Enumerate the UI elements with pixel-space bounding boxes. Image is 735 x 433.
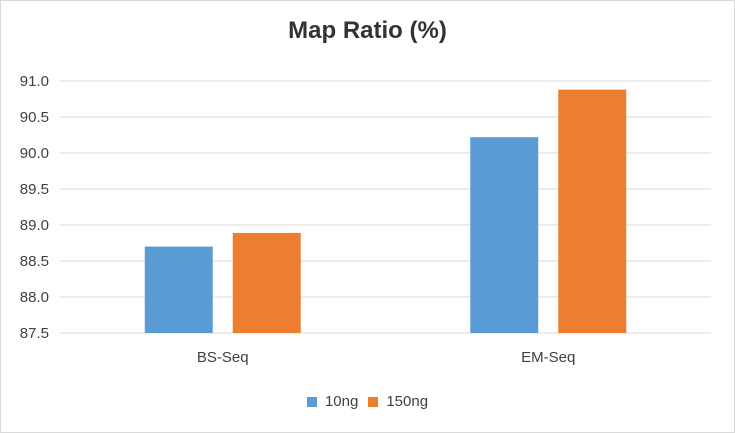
y-axis-ticks: 87.5 88.0 88.5 89.0 89.5 90.0 90.5 91.0 <box>20 73 49 342</box>
y-tick-label: 89.0 <box>20 217 49 234</box>
bar-10ng-BS-Seq <box>144 246 213 333</box>
bars <box>144 89 627 333</box>
y-tick-label: 88.5 <box>20 253 49 270</box>
x-category-label: EM-Seq <box>521 349 575 366</box>
legend-item-150ng: 150ng <box>368 393 428 410</box>
bar-150ng-BS-Seq <box>232 232 301 333</box>
legend-swatch-150ng <box>368 396 379 407</box>
y-tick-label: 88.0 <box>20 289 49 306</box>
legend-label-150ng: 150ng <box>386 393 429 410</box>
y-tick-label: 90.5 <box>20 109 49 126</box>
y-tick-label: 90.0 <box>20 145 49 162</box>
legend-swatch-10ng <box>306 396 317 407</box>
bar-150ng-EM-Seq <box>558 89 627 333</box>
x-category-label: BS-Seq <box>197 349 249 366</box>
legend: 10ng 150ng <box>1 393 734 410</box>
y-tick-label: 87.5 <box>20 325 49 342</box>
bar-10ng-EM-Seq <box>470 137 539 333</box>
x-axis-categories: BS-Seq EM-Seq <box>197 349 575 366</box>
legend-item-10ng: 10ng <box>306 393 359 410</box>
y-tick-label: 91.0 <box>20 73 49 90</box>
legend-label-10ng: 10ng <box>324 393 359 410</box>
chart-title: Map Ratio (%) <box>288 17 447 44</box>
y-tick-label: 89.5 <box>20 181 49 198</box>
